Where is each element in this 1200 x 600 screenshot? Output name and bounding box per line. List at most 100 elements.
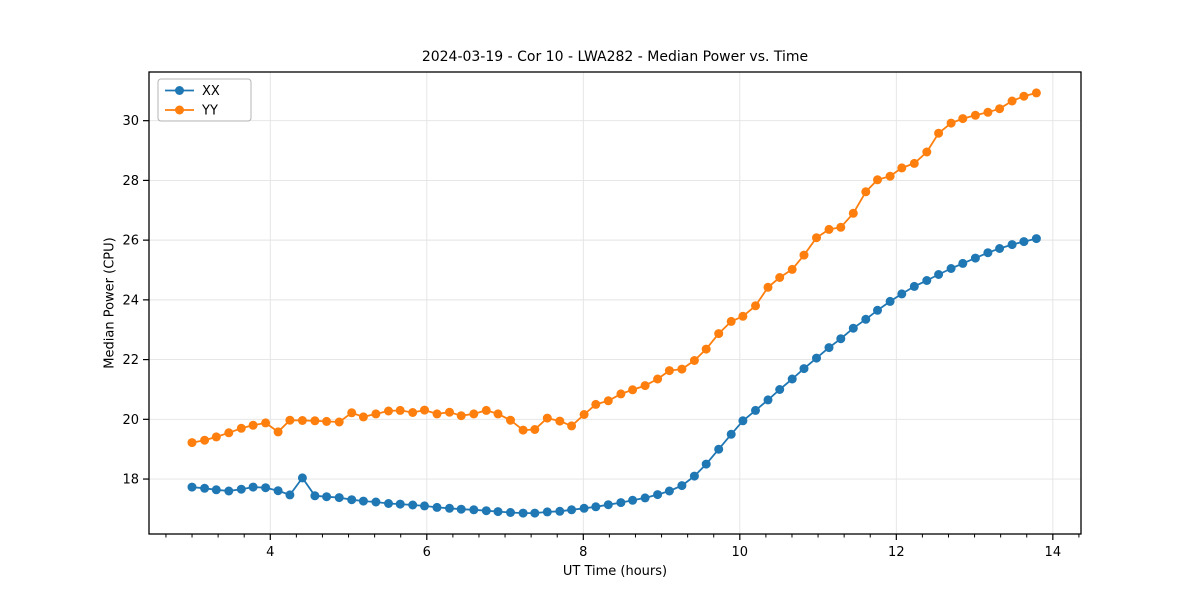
series-xx-marker (420, 501, 429, 511)
series-yy-marker (297, 416, 307, 425)
series-yy-marker (420, 405, 429, 415)
y-tick-label: 24 (122, 293, 139, 308)
series-yy-marker (689, 356, 699, 365)
series-yy-marker (995, 104, 1005, 114)
series-yy-marker (885, 171, 895, 181)
series-xx-marker (958, 258, 968, 268)
series-yy-marker (1007, 96, 1017, 106)
plot-border (148, 71, 1082, 535)
legend-swatch-marker (175, 86, 184, 95)
series-yy-marker (481, 405, 491, 415)
series-xx-marker (799, 364, 809, 374)
series-yy-marker (567, 421, 577, 431)
series-xx-marker (909, 281, 919, 291)
series-xx-marker (763, 395, 773, 405)
series-yy-marker (640, 381, 650, 391)
series-xx-marker (946, 264, 956, 273)
series-xx-marker (861, 314, 871, 324)
series-yy-marker (456, 411, 466, 421)
series-yy-marker (836, 222, 846, 232)
y-tick-label: 30 (122, 114, 139, 129)
series-xx-marker (248, 482, 258, 492)
y-tick-label: 18 (122, 473, 139, 488)
series-xx-marker (200, 483, 210, 493)
series-xx-marker (542, 507, 552, 517)
series-yy-marker (751, 301, 760, 311)
series-xx-marker (285, 490, 295, 500)
x-tick-label: 14 (1045, 545, 1062, 560)
series-xx-marker (506, 508, 515, 517)
series-yy-marker (970, 110, 980, 120)
series-yy-marker (591, 399, 601, 409)
series-xx-marker (371, 497, 381, 507)
chart-title: 2024-03-19 - Cor 10 - LWA282 - Median Po… (421, 49, 809, 65)
series-yy-marker (812, 233, 821, 243)
series-xx-marker (579, 503, 589, 513)
series-xx-marker (738, 416, 748, 426)
series-xx-marker (236, 484, 246, 494)
series-xx-marker (187, 482, 197, 492)
series-xx-marker (322, 492, 332, 502)
x-tick-label: 12 (888, 545, 905, 560)
series-yy-marker (334, 417, 344, 427)
series-xx-marker (555, 506, 565, 516)
series-yy-marker (922, 147, 932, 157)
series-yy (187, 88, 1041, 448)
series-xx-marker (689, 471, 699, 481)
series-yy-marker (946, 118, 956, 128)
series-xx-marker (701, 459, 711, 469)
series-xx-marker (824, 343, 834, 353)
series-xx-marker (408, 500, 418, 510)
series-xx-marker (456, 504, 466, 514)
series-xx-marker (445, 503, 454, 513)
series-xx-marker (983, 248, 993, 258)
series-yy-marker (200, 435, 210, 445)
x-tick-label: 10 (732, 545, 749, 560)
series-yy-marker (445, 407, 454, 417)
legend-swatch-marker (175, 105, 184, 115)
series-yy-marker (506, 415, 515, 425)
series-yy-marker (347, 408, 357, 418)
legend-label: XX (202, 84, 220, 99)
series-xx-marker (995, 244, 1005, 253)
series-yy-marker (432, 409, 442, 419)
series-yy-marker (579, 410, 589, 419)
series-xx-marker (775, 385, 785, 394)
series-xx-marker (934, 270, 944, 279)
series-xx-marker (1031, 234, 1041, 244)
series-xx-marker (481, 506, 491, 516)
series-xx-marker (591, 502, 601, 512)
series-xx-marker (836, 334, 846, 344)
series-yy-marker (236, 423, 246, 433)
series-yy-marker (1031, 88, 1041, 98)
series-xx-marker (530, 508, 540, 518)
series-yy-marker (530, 425, 540, 434)
series-yy-marker (358, 412, 368, 422)
series-yy-marker (395, 405, 405, 415)
series-xx-marker (664, 486, 674, 496)
series-yy-marker (738, 311, 748, 321)
series-xx-marker (714, 444, 724, 454)
series-xx-marker (493, 507, 503, 517)
legend-label: YY (201, 104, 218, 119)
series-xx-marker (347, 495, 357, 505)
series-yy-marker (224, 428, 234, 438)
series-yy-marker (726, 316, 736, 326)
series-yy-marker (775, 273, 785, 282)
series-xx-marker (358, 496, 368, 506)
legend-item-yy: YY (165, 104, 218, 119)
series-yy-marker (408, 408, 418, 417)
series-xx-marker (726, 429, 736, 439)
x-tick-label: 6 (423, 545, 431, 560)
series-yy-marker (542, 413, 552, 423)
series-xx-marker (873, 305, 882, 315)
series-xx-marker (1007, 240, 1017, 250)
series-xx-marker (224, 486, 234, 496)
series-yy-marker (310, 416, 320, 426)
series-xx-marker (567, 505, 577, 515)
y-tick-label: 22 (122, 353, 139, 368)
series-yy-marker (653, 374, 663, 384)
series-yy-marker (248, 420, 258, 430)
